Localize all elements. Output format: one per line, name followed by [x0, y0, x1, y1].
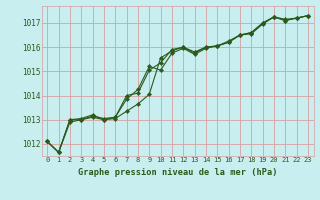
X-axis label: Graphe pression niveau de la mer (hPa): Graphe pression niveau de la mer (hPa) [78, 168, 277, 177]
